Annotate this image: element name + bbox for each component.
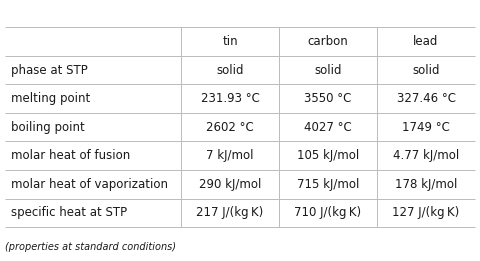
Text: 105 kJ/mol: 105 kJ/mol — [297, 149, 359, 162]
Text: molar heat of fusion: molar heat of fusion — [11, 149, 130, 162]
Text: carbon: carbon — [308, 35, 348, 48]
Text: 231.93 °C: 231.93 °C — [201, 92, 260, 105]
Text: lead: lead — [413, 35, 439, 48]
Text: specific heat at STP: specific heat at STP — [11, 206, 127, 219]
Text: 217 J/(kg K): 217 J/(kg K) — [196, 206, 264, 219]
Text: tin: tin — [222, 35, 238, 48]
Text: melting point: melting point — [11, 92, 90, 105]
Text: phase at STP: phase at STP — [11, 64, 87, 77]
Text: 7 kJ/mol: 7 kJ/mol — [206, 149, 254, 162]
Text: boiling point: boiling point — [11, 121, 84, 134]
Text: 710 J/(kg K): 710 J/(kg K) — [294, 206, 361, 219]
Text: 1749 °C: 1749 °C — [402, 121, 450, 134]
Text: 178 kJ/mol: 178 kJ/mol — [395, 178, 457, 191]
Text: 327.46 °C: 327.46 °C — [396, 92, 456, 105]
Text: molar heat of vaporization: molar heat of vaporization — [11, 178, 168, 191]
Text: (properties at standard conditions): (properties at standard conditions) — [5, 242, 176, 252]
Text: 4027 °C: 4027 °C — [304, 121, 352, 134]
Text: 4.77 kJ/mol: 4.77 kJ/mol — [393, 149, 459, 162]
Text: solid: solid — [314, 64, 342, 77]
Text: solid: solid — [412, 64, 440, 77]
Text: 3550 °C: 3550 °C — [304, 92, 352, 105]
Text: solid: solid — [216, 64, 244, 77]
Text: 2602 °C: 2602 °C — [206, 121, 254, 134]
Text: 127 J/(kg K): 127 J/(kg K) — [393, 206, 460, 219]
Text: 290 kJ/mol: 290 kJ/mol — [199, 178, 261, 191]
Text: 715 kJ/mol: 715 kJ/mol — [297, 178, 359, 191]
